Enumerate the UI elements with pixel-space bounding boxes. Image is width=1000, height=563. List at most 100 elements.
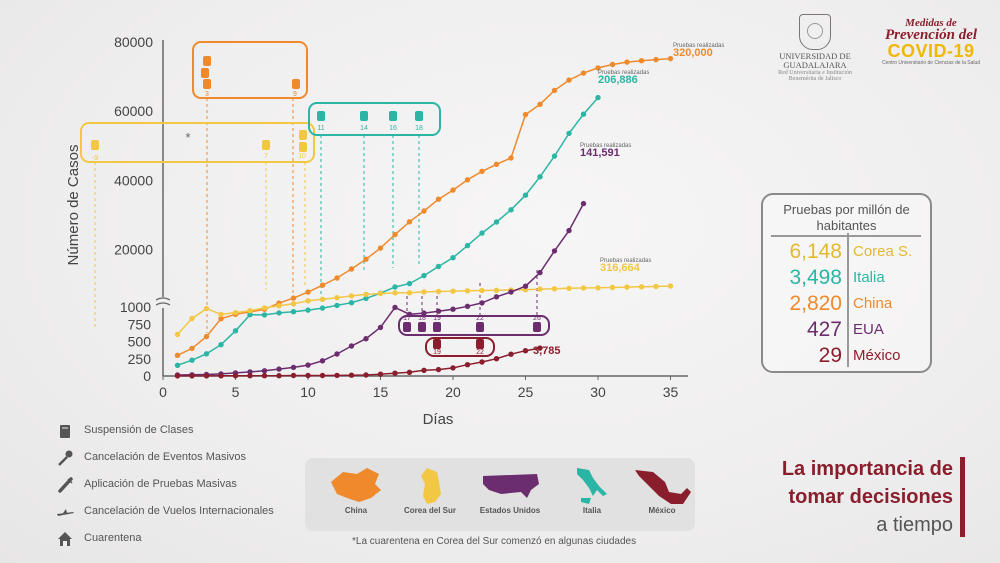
country-map: Italia <box>555 464 629 515</box>
eua-point <box>566 227 572 234</box>
country-maps: China Corea del Sur Estados Unidos Italia Mé… <box>305 458 695 531</box>
corea-del-sur-point <box>580 285 587 291</box>
y-tick-label: 500 <box>128 334 152 350</box>
airplane-icon <box>56 503 74 521</box>
legend-label: Suspensión de Clases <box>84 424 194 436</box>
corea-del-sur-sublabel: Pruebas realizadas <box>600 258 651 264</box>
m-xico-point <box>232 373 239 379</box>
title-accent-bar <box>960 457 965 537</box>
italia-point <box>189 357 195 363</box>
china-point <box>406 219 413 225</box>
eua-point <box>261 368 268 374</box>
corea-del-sur-point <box>261 305 268 311</box>
corea-del-sur-point <box>493 287 500 293</box>
event-day-label: 19 <box>433 315 441 322</box>
legend-label: Cancelación de Eventos Masivos <box>84 451 247 463</box>
italia-line <box>177 97 599 367</box>
china-point <box>609 61 616 68</box>
tests-country: Corea S. <box>853 243 913 260</box>
italia-point <box>232 328 239 334</box>
corea-del-sur-point <box>377 290 384 297</box>
event-day-label: 26 <box>533 315 541 322</box>
italia-point <box>305 307 311 313</box>
tests-table-hdivider <box>771 235 921 237</box>
y-axis-label: Número de Casos <box>65 145 82 266</box>
m-xico-point <box>261 373 268 379</box>
udg-line1: UNIVERSIDAD DE <box>779 51 851 61</box>
m-xico-point <box>247 373 253 379</box>
corea-del-sur-point <box>392 290 398 296</box>
italia-point <box>464 242 471 249</box>
y-tick-label: 20000 <box>114 242 153 258</box>
tests-table-row: 29 México <box>763 343 930 369</box>
title-line3: a tiempo <box>876 514 953 536</box>
axis-break-mark <box>155 297 171 306</box>
eua-value-label: 141,591 <box>580 147 620 159</box>
event-boxes: 3 9 -9 7 10 * 11 14 16 18 17 18 19 22 26 19 22 <box>80 41 550 357</box>
x-tick-label: 0 <box>159 384 167 400</box>
x-tick-label: 25 <box>518 384 534 400</box>
m-xico-point <box>319 372 326 379</box>
china-point <box>421 208 427 214</box>
map-icon <box>625 464 699 506</box>
china-event-box <box>192 41 308 99</box>
event-icon <box>360 111 368 121</box>
italia-point <box>363 295 369 302</box>
m-xico-value-label: 3,785 <box>533 345 561 357</box>
china-sublabel: Pruebas realizadas <box>673 43 724 49</box>
corea-del-sur-point <box>479 287 485 294</box>
eua-point <box>551 248 558 254</box>
chart-axes: 0 5 10 15 20 25 30 3502505007501000200004000060… <box>65 34 688 428</box>
corea-del-sur-point <box>609 284 616 291</box>
legend-label: Aplicación de Pruebas Masivas <box>84 478 237 490</box>
tests-country: México <box>853 347 901 364</box>
tests-table-row: 3,498 Italia <box>763 265 930 291</box>
italia-point <box>450 255 456 261</box>
udg-line2: GUADALAJARA <box>783 60 847 70</box>
italia-sublabel: Pruebas realizadas <box>598 70 649 76</box>
eua-point <box>450 306 456 312</box>
italia-point <box>203 351 210 357</box>
m-xico-point <box>435 366 442 373</box>
tests-table-rows: 6,148 Corea S. 3,498 Italia 2,820 China 427 EUA… <box>763 239 930 369</box>
eua-point <box>363 336 369 342</box>
event-icon <box>415 111 423 121</box>
china-point <box>174 352 181 358</box>
italia-point <box>508 207 514 213</box>
x-tick-label: 10 <box>300 384 316 400</box>
corea-del-sur-point <box>566 285 572 291</box>
italia-point <box>334 302 340 309</box>
italia-point <box>348 300 355 306</box>
corea-del-sur-point <box>232 309 239 316</box>
eua-point <box>479 300 485 306</box>
eua-point <box>392 304 398 311</box>
corea-del-sur-point <box>247 308 253 314</box>
tests-value: 2,820 <box>789 292 842 315</box>
italia-point <box>261 312 268 318</box>
legend-item: Cancelación de Eventos Masivos <box>56 447 296 474</box>
event-day-label: 22 <box>476 349 484 356</box>
eua-point <box>421 310 427 316</box>
y-tick-label: 80000 <box>114 34 153 50</box>
covid-line1: Medidas de <box>905 17 957 29</box>
italy-event-box <box>308 102 441 136</box>
udg-line3: Red Universitaria e Institución Beneméri… <box>778 70 852 82</box>
corea-del-sur-value-label: 316,664 <box>600 262 641 274</box>
italia-point <box>493 219 500 225</box>
tests-value: 3,498 <box>789 266 842 289</box>
udg-logo: UNIVERSIDAD DE GUADALAJARA Red Universit… <box>770 14 860 82</box>
china-point <box>203 333 210 340</box>
event-day-label: 3 <box>205 91 209 98</box>
country-map: México <box>625 464 699 515</box>
y-tick-label: 250 <box>128 351 152 367</box>
event-day-label: 10 <box>298 153 306 160</box>
eua-point <box>305 362 311 368</box>
corea-del-sur-point <box>218 311 224 318</box>
china-point <box>638 58 645 64</box>
tests-table-header: Pruebas por millón de habitantes <box>783 202 910 233</box>
test-tube-icon <box>56 476 74 494</box>
m-xico-point <box>276 373 282 379</box>
china-point <box>522 111 529 118</box>
legend-item: Cuarentena <box>56 528 296 555</box>
